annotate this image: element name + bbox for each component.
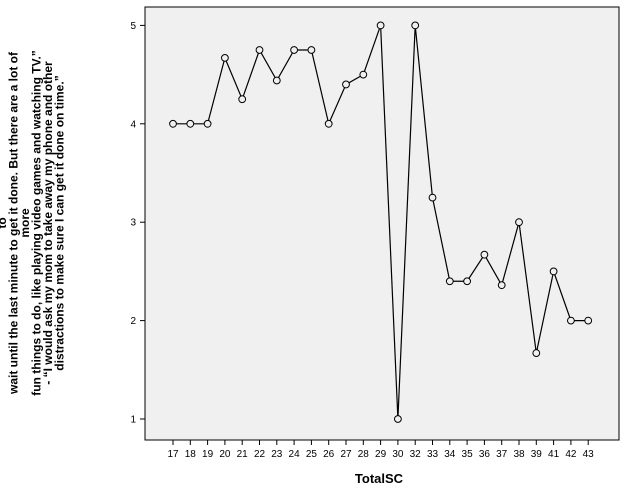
data-point-25	[307, 46, 316, 54]
data-point-29	[376, 21, 385, 30]
x-tick-label: 27	[340, 449, 352, 460]
x-tick-label: 29	[375, 449, 387, 460]
y-tick-label: 2	[130, 316, 136, 327]
x-axis-title: TotalSC	[355, 471, 404, 486]
y-title-line: to	[0, 217, 9, 228]
data-point-42	[567, 316, 575, 325]
data-point-39	[532, 349, 541, 357]
data-point-18	[186, 119, 195, 128]
x-tick-label: 21	[237, 449, 249, 460]
data-point-33	[428, 193, 437, 202]
x-tick-label: 32	[410, 449, 422, 460]
data-point-24	[290, 46, 299, 54]
data-point-36	[480, 250, 489, 259]
x-axis: 17 18 19 20 21 22 23 24 25 26 27 28 29 30 32 33 34 35 36 37…	[167, 440, 594, 460]
x-tick-label: 43	[583, 449, 595, 460]
x-tick-label: 28	[358, 449, 370, 460]
x-tick-label: 30	[392, 449, 404, 460]
x-tick-label: 39	[531, 449, 543, 460]
data-point-26	[324, 119, 333, 128]
data-point-37	[497, 281, 506, 290]
x-tick-label: 33	[427, 449, 439, 460]
y-title-line: more	[18, 208, 32, 238]
x-tick-label: 41	[548, 449, 560, 460]
x-tick-label: 18	[185, 449, 197, 460]
y-title-line: wait until the last minute to get it don…	[7, 51, 21, 395]
y-tick-label: 4	[130, 119, 136, 130]
data-point-19	[203, 119, 212, 128]
x-tick-label: 24	[289, 449, 301, 460]
plot-area	[144, 6, 620, 441]
y-title-line: fun things to do, like playing video gam…	[30, 50, 44, 396]
x-tick-label: 17	[167, 449, 179, 460]
data-point-22	[255, 46, 264, 54]
x-tick-label: 26	[323, 449, 335, 460]
data-point-28	[359, 70, 368, 79]
data-point-43	[584, 316, 593, 325]
x-tick-label: 22	[254, 449, 266, 460]
x-tick-label: 37	[496, 449, 508, 460]
svg-text:Mean of “You have a long-term: Mean of “You have a long-term project du…	[0, 50, 67, 396]
x-tick-label: 20	[219, 449, 231, 460]
y-axis: 1 2 3 4 5	[130, 21, 145, 426]
x-tick-label: 38	[513, 449, 525, 460]
x-tick-label: 19	[202, 449, 214, 460]
y-title-line: - “I would ask my mom to take away my ph…	[41, 61, 55, 385]
y-title-line: distractions to make sure I can get it d…	[53, 75, 67, 370]
data-point-17	[169, 119, 177, 128]
data-point-34	[445, 277, 454, 286]
data-markers	[169, 21, 593, 423]
data-point-35	[463, 277, 472, 286]
data-point-23	[272, 76, 281, 85]
y-tick-label: 1	[130, 415, 136, 426]
data-point-30	[394, 415, 402, 423]
y-tick-label: 3	[130, 218, 136, 229]
x-tick-label: 34	[444, 449, 456, 460]
y-tick-label: 5	[130, 21, 136, 32]
x-tick-label: 35	[462, 449, 474, 460]
data-point-32	[411, 21, 420, 30]
y-axis-title: Mean of “You have a long-term project du…	[0, 50, 67, 396]
x-tick-label: 42	[565, 449, 577, 460]
data-point-41	[549, 267, 558, 276]
data-point-27	[342, 80, 350, 89]
data-point-21	[238, 95, 247, 104]
x-tick-label: 25	[306, 449, 318, 460]
data-point-38	[515, 218, 523, 227]
x-tick-label: 36	[479, 449, 491, 460]
data-point-20	[221, 53, 229, 62]
x-tick-label: 23	[271, 449, 283, 460]
